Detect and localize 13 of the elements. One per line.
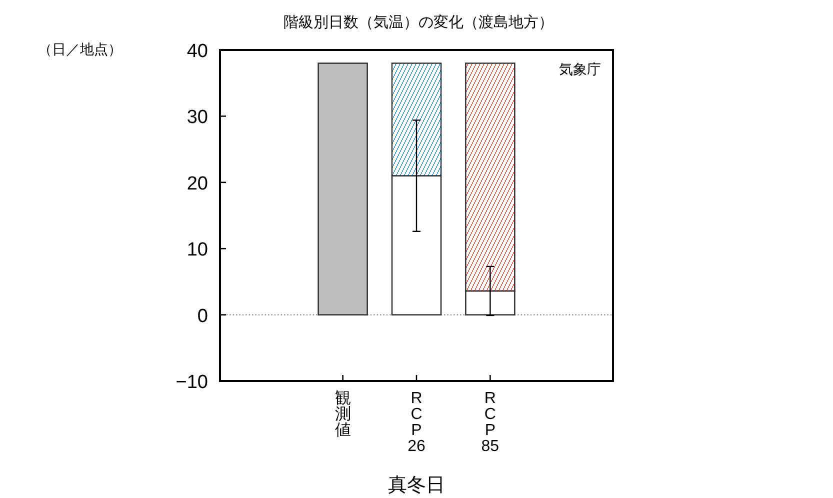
ytick: 20 (186, 173, 208, 194)
xtick: RCP85 (481, 390, 500, 455)
xlabel: 真冬日 (388, 475, 445, 496)
ytick: 30 (186, 107, 208, 128)
xtick: RCP26 (408, 390, 426, 455)
ylabel: （日／地点） (38, 41, 122, 57)
ytick: 10 (186, 240, 208, 261)
title: 階級別日数（気温）の変化（渡島地方） (284, 14, 554, 31)
ytick: 0 (197, 306, 208, 327)
ytick: 40 (186, 41, 208, 62)
annotation: 気象庁 (559, 61, 601, 77)
xtick: 観測値 (334, 390, 351, 439)
ytick: −10 (176, 372, 208, 393)
